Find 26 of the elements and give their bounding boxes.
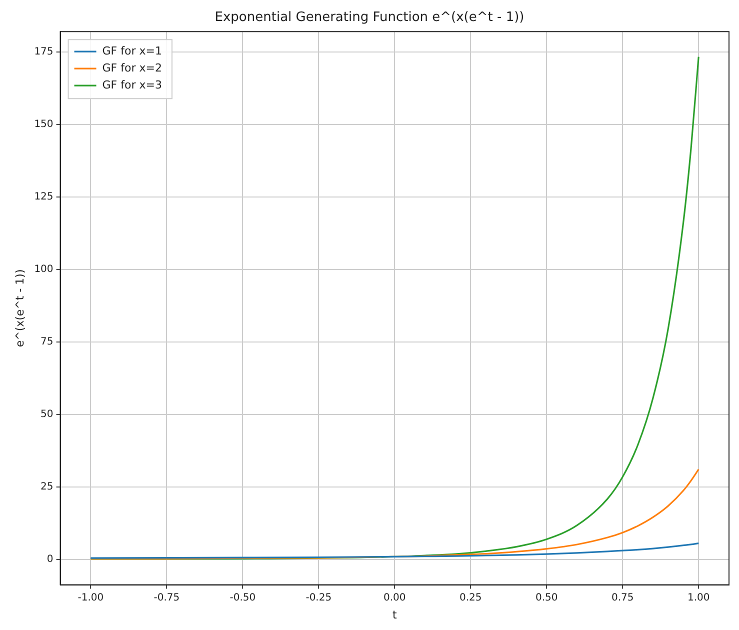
x-tick-label: -0.50: [230, 592, 256, 604]
x-tick-label: -0.75: [154, 592, 180, 604]
legend-label: GF for x=2: [102, 61, 162, 74]
x-tick-label: -0.25: [306, 592, 332, 604]
y-tick-label: 175: [34, 46, 54, 58]
y-axis-title: e^(x(e^t - 1)): [13, 269, 26, 348]
x-tick-label: 0.00: [384, 592, 406, 604]
y-tick-label: 25: [40, 482, 54, 493]
line-series: [90, 468, 700, 560]
chart-title: Exponential Generating Function e^(x(e^t - 1)): [214, 10, 524, 26]
y-tick-label: 50: [40, 409, 54, 420]
legend-label: GF for x=3: [102, 78, 162, 92]
x-tick-label: 0.25: [460, 592, 482, 604]
y-tick-label: 100: [34, 264, 54, 276]
x-tick-label: 0.75: [611, 592, 634, 604]
x-tick-label: 0.50: [535, 592, 558, 604]
x-tick-label: 1.00: [687, 592, 710, 604]
legend-label: GF for x=1: [102, 44, 162, 58]
y-tick-label: 125: [34, 192, 54, 203]
y-tick-label: 150: [34, 119, 54, 130]
y-tick-label: 75: [40, 336, 54, 348]
x-axis-title: t: [392, 608, 398, 622]
line-series: [90, 56, 700, 560]
line-series: [90, 542, 700, 559]
y-tick-label: 0: [46, 554, 54, 566]
x-tick-label: -1.00: [78, 592, 104, 604]
